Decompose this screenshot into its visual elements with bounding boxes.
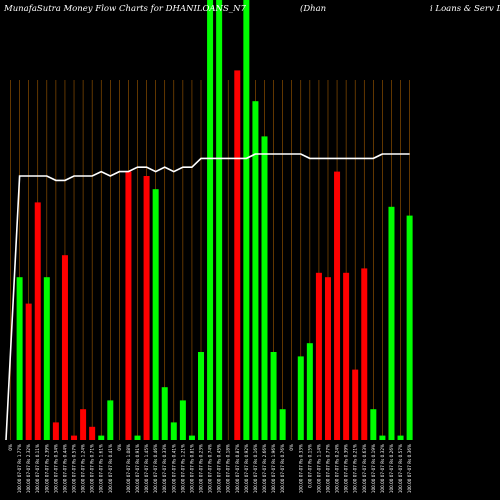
x-tick-label: 100.00 07-07 Rs 1.24% — [81, 444, 86, 493]
x-tick-label: 100.00 07-07 Rs 0.18% — [226, 444, 231, 493]
x-tick-label: 0% — [289, 444, 294, 451]
x-tick-label: 100.00 07-07 Rs 0.32% — [380, 444, 385, 493]
x-tick-label: 100.00 07-07 Rs 0.19% — [371, 444, 376, 493]
bar-up — [216, 0, 223, 440]
x-tick-label: 100.00 07-07 Rs 0.81% — [189, 444, 194, 493]
bar-down — [334, 171, 341, 440]
bar-down — [361, 268, 368, 440]
bar-up — [188, 435, 195, 440]
bar-up — [198, 352, 205, 440]
x-tick-label: 100.00 07-07 Rs 1.96% — [271, 444, 276, 493]
bar-up — [306, 343, 313, 440]
x-tick-label: 100.00 07-07 Rs 0.91% — [135, 444, 140, 493]
money-flow-line-group — [5, 153, 410, 441]
x-tick-label: 100.00 07-07 Rs 0.57% — [72, 444, 77, 493]
bar-down — [52, 422, 59, 440]
bar-up — [152, 189, 159, 440]
x-tick-label: 100.00 07-07 Rs 0.44% — [62, 444, 67, 493]
bar-down — [324, 277, 331, 440]
bar-up — [406, 215, 413, 440]
x-tick-label: 100.00 07-07 Rs 0.71% — [90, 444, 95, 493]
bar-down — [71, 435, 78, 440]
bar-up — [179, 400, 186, 440]
x-tick-label: 100.00 07-07 Rs 0.23% — [199, 444, 204, 493]
x-tick-label: 100.00 07-07 Rs 0.45% — [217, 444, 222, 493]
bar-down — [89, 426, 96, 440]
x-tick-label: 100.00 07-07 Rs 0.39% — [344, 444, 349, 493]
x-tick-label: 100.00 07-07 Rs 0.36% — [407, 444, 412, 493]
x-tick-label: 100.00 07-07 Rs 0.92% — [244, 444, 249, 493]
x-tick-label: 100.00 07-07 Rs 0.24% — [335, 444, 340, 493]
bar-up — [388, 206, 395, 440]
x-tick-label: 100.00 07-07 Rs 0.74% — [208, 444, 213, 493]
x-tick-label: 100.00 07-07 Rs 0.87% — [235, 444, 240, 493]
x-tick-label: 100.00 07-07 Rs 2.32% — [26, 444, 31, 493]
x-tick-label: 100.00 07-07 Rs 2.66% — [262, 444, 267, 493]
bar-down — [80, 409, 87, 440]
bar-up — [43, 277, 50, 440]
x-tick-label: 0.00 07-07 Rs 0.15% — [307, 444, 312, 488]
bar-down — [143, 176, 150, 440]
chart-title-right: (Dhan — [300, 3, 326, 14]
bar-up — [279, 409, 286, 440]
bar-up — [98, 435, 105, 440]
x-tick-label: 100.00 07-07 Rs 0.11% — [35, 444, 40, 493]
bar-down — [25, 303, 32, 440]
bar-down — [343, 272, 350, 440]
x-tick-label: 0% — [117, 444, 122, 451]
x-tick-label: 100.00 07-07 Rs 0.26% — [389, 444, 394, 493]
money-flow-line — [5, 153, 410, 441]
x-tick-label: 100.00 07-07 Rs 1.45% — [144, 444, 149, 493]
x-tick-label: 100.00 07-07 Rs 0.77% — [325, 444, 330, 493]
x-tick-label: 100.00 07-07 Rs 1.08% — [126, 444, 131, 493]
bar-up — [297, 356, 304, 440]
x-tick-label: 100.00 07-07 Rs 0.41% — [108, 444, 113, 493]
bar-down — [352, 369, 359, 440]
bar-up — [379, 435, 386, 440]
x-tick-label: 100.00 07-07 Rs 0.33% — [298, 444, 303, 493]
bar-up — [207, 0, 214, 440]
x-tick-label: 100.00 07-07 Rs 1.14% — [316, 444, 321, 493]
bar-down — [34, 202, 41, 440]
x-tick-label: 100.00 07-07 Rs 0.46% — [153, 444, 158, 493]
x-tick-label: 0% — [8, 444, 13, 451]
bar-up — [370, 409, 377, 440]
bar-up — [170, 422, 177, 440]
chart-title-far-right: i Loans & Serv Li — [430, 4, 500, 14]
bar-up — [261, 136, 268, 440]
bars — [16, 0, 413, 441]
x-tick-label: 100.00 07-07 Rs 0.41% — [171, 444, 176, 493]
x-tick-label: 100.00 07-07 Rs 2.39% — [44, 444, 49, 493]
bar-up — [243, 0, 250, 440]
chart-title: MunafaSutra Money Flow Charts for DHANIL… — [3, 4, 246, 14]
x-tick-label: 100.00 07-07 Rs 0.34% — [53, 444, 58, 493]
x-tick-label: 100.00 07-07 Rs 0.21% — [353, 444, 358, 493]
x-tick-label: 100.00 07-07 Rs 0.16% — [253, 444, 258, 493]
bar-up — [134, 435, 141, 440]
x-tick-label: 100.00 07-07 Rs 0.57% — [398, 444, 403, 493]
bar-down — [234, 70, 241, 441]
bar-down — [315, 272, 322, 440]
x-tick-label: 100.00 07-07 Rs 1.61% — [99, 444, 104, 493]
bar-down — [61, 255, 68, 440]
x-tick-label: 100.00 07-07 Rs 1.77% — [17, 444, 22, 493]
bar-up — [270, 352, 277, 440]
bar-up — [397, 435, 404, 440]
x-tick-label: 100.00 07-07 Rs 1.21% — [180, 444, 185, 493]
bar-up — [107, 400, 114, 440]
bar-up — [16, 277, 23, 440]
x-tick-label: 100.00 07-07 Rs 0.76% — [280, 444, 285, 493]
x-tick-label: 100.00 07-07 Rs 0.63% — [362, 444, 367, 493]
bar-up — [161, 387, 168, 440]
x-tick-label: 100.00 07-07 Rs 0.33% — [162, 444, 167, 493]
bar-down — [125, 171, 132, 440]
x-tick-labels: 0% 100.00 07-07 Rs 1.77% 100.00 07-07 Rs 2… — [8, 444, 412, 493]
bar-up — [252, 101, 259, 440]
